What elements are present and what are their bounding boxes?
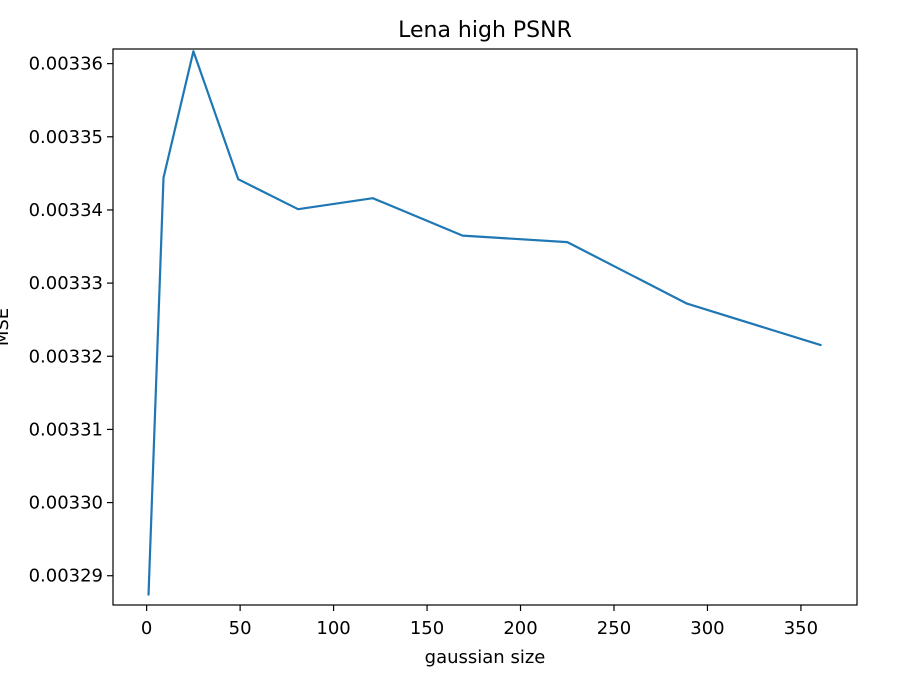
y-tick-label: 0.00336: [29, 54, 103, 75]
x-tick-label: 0: [141, 618, 152, 639]
y-tick-label: 0.00329: [29, 566, 103, 587]
y-tick-label: 0.00331: [29, 419, 103, 440]
y-axis-label: MSE: [0, 308, 13, 346]
series-line: [147, 50, 822, 596]
x-axis-label: gaussian size: [425, 647, 546, 668]
x-tick-label: 50: [229, 618, 252, 639]
y-tick-label: 0.00333: [29, 273, 103, 294]
x-tick-label: 300: [690, 618, 724, 639]
y-axis: 0.00329 0.00330 0.00331 0.00332 0.00333 0.003…: [29, 54, 113, 587]
x-tick-label: 250: [597, 618, 631, 639]
x-tick-label: 200: [503, 618, 537, 639]
y-tick-label: 0.00334: [29, 200, 103, 221]
y-tick-label: 0.00332: [29, 346, 103, 367]
chart-title: Lena high PSNR: [398, 18, 572, 43]
x-tick-label: 100: [316, 618, 350, 639]
plot-area-frame: [112, 48, 858, 606]
x-axis: 0 50 100 150 200 250 300 350: [141, 605, 818, 639]
x-tick-label: 350: [784, 618, 818, 639]
y-tick-label: 0.00330: [29, 493, 103, 514]
y-tick-label: 0.00335: [29, 127, 103, 148]
x-tick-label: 150: [410, 618, 444, 639]
